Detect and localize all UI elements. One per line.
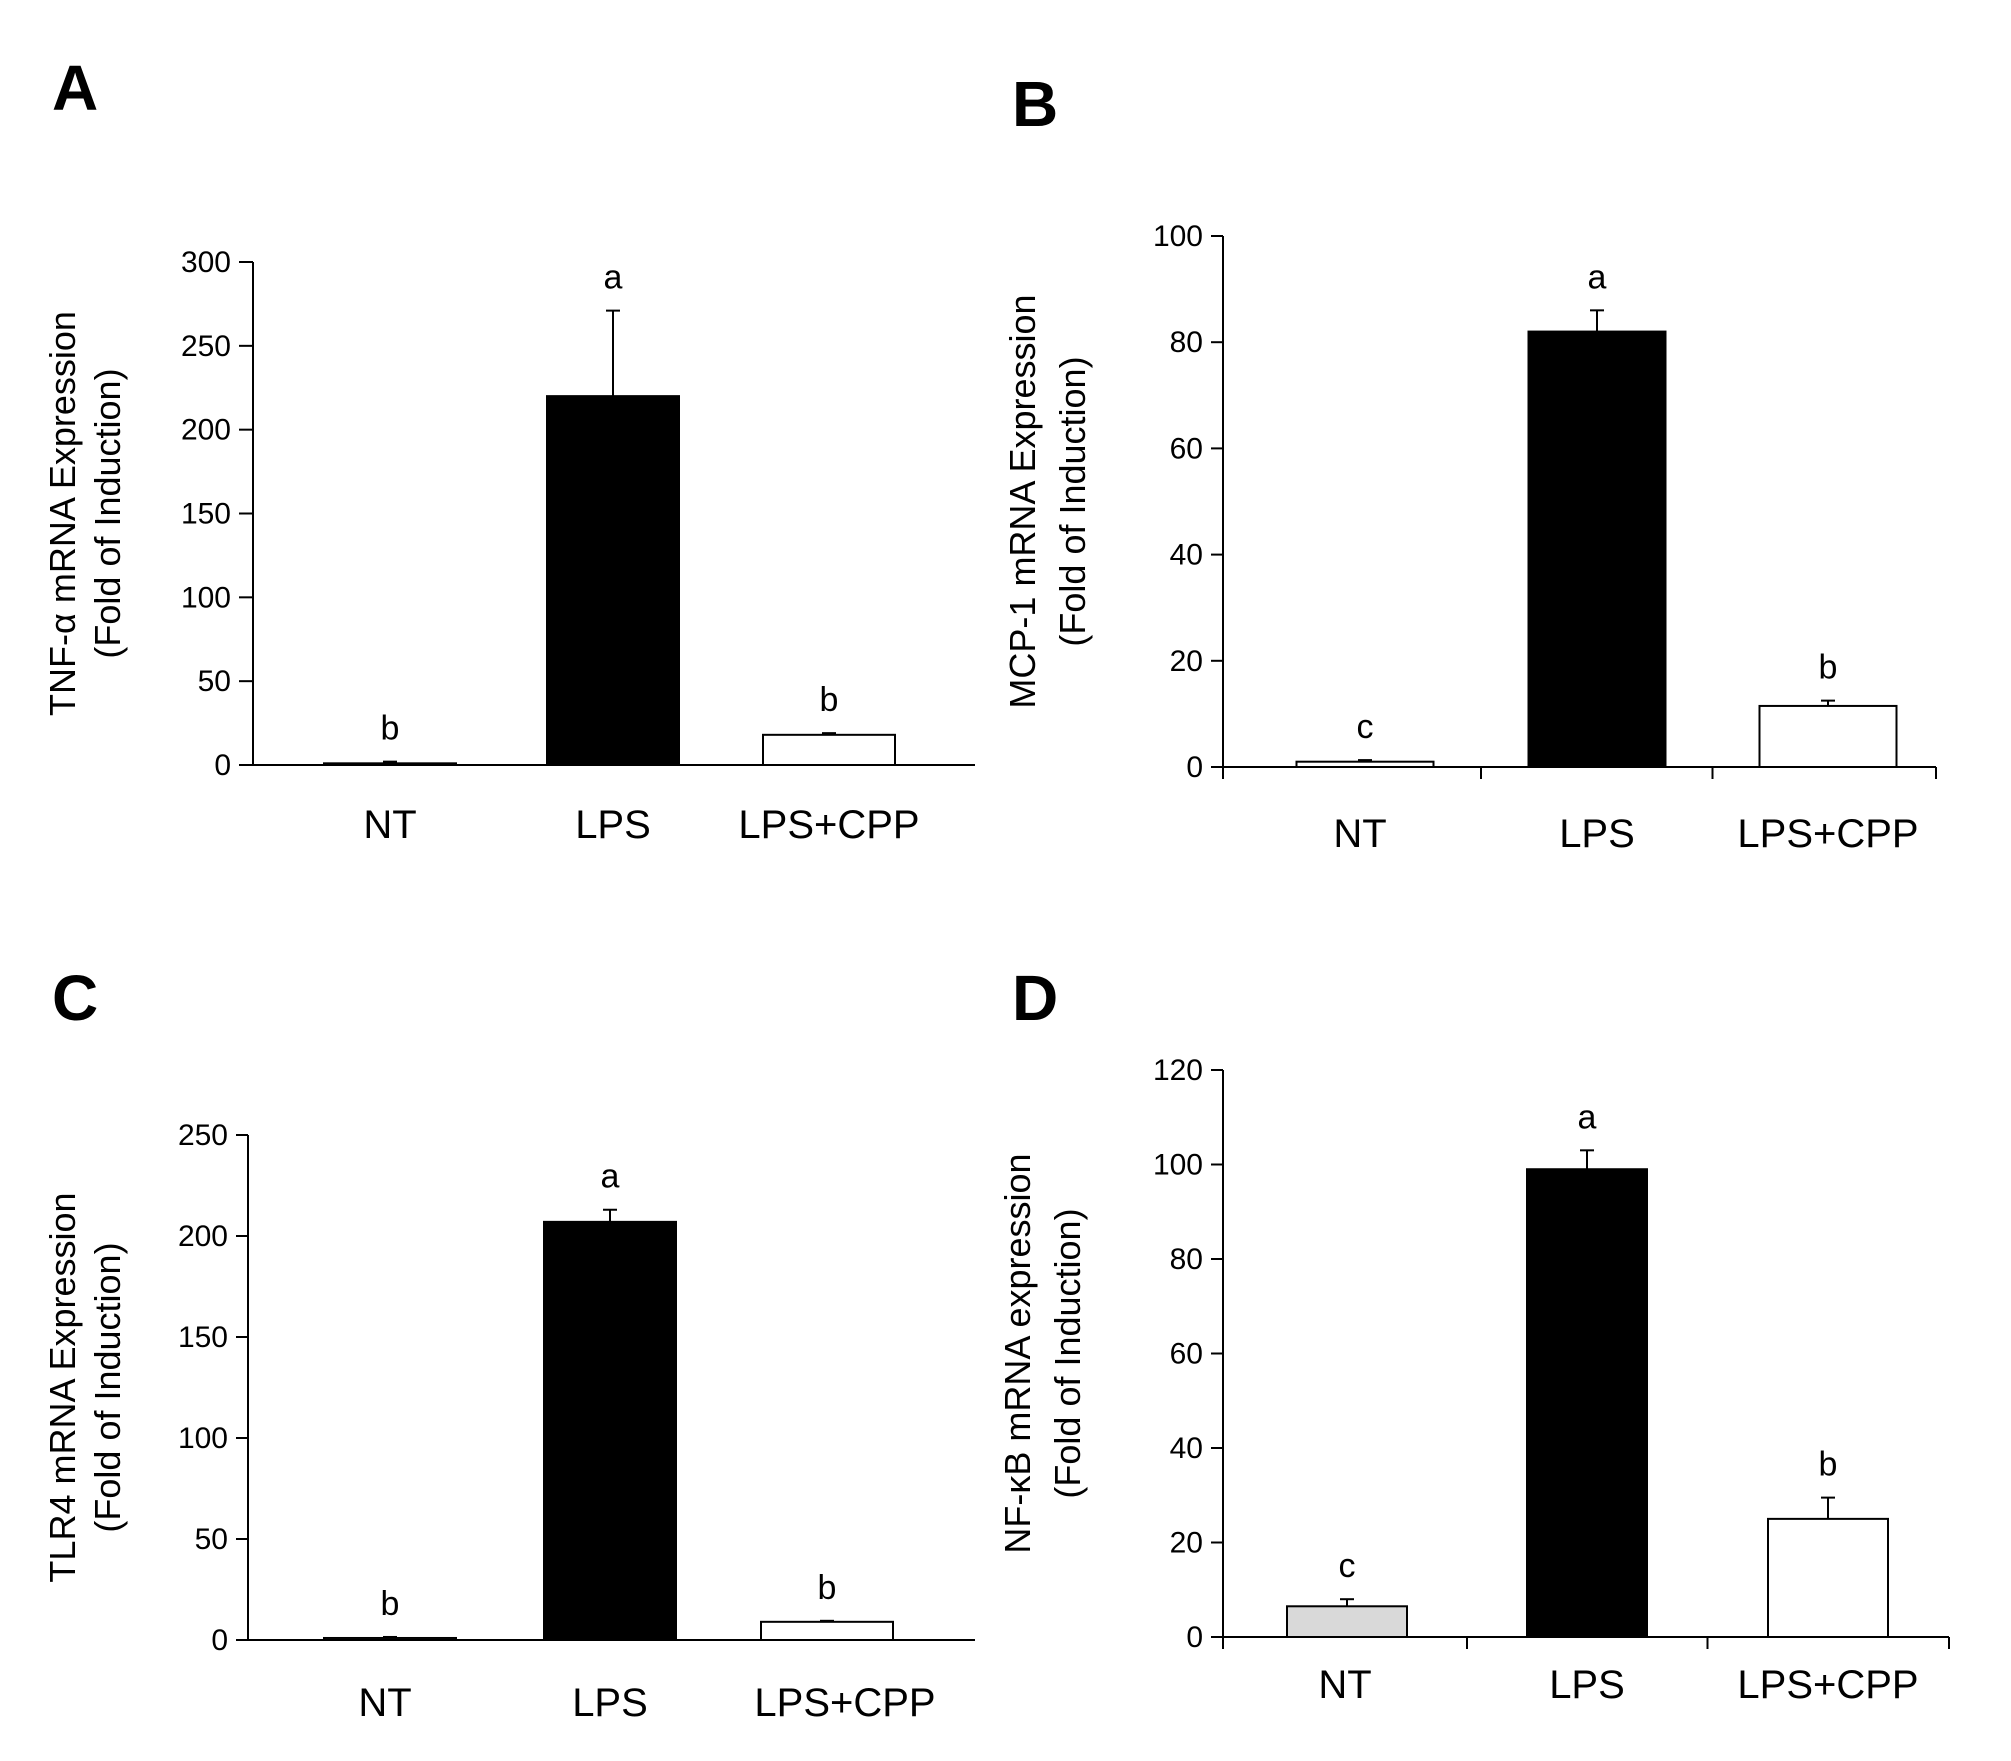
panel-d-ylabel-line-2: (Fold of Induction) xyxy=(1047,1208,1088,1498)
panel-b: B 0 20 40 60 80 100 c NT a LPS b LPS+CPP MCP-1 mRNA E… xyxy=(1002,68,1937,856)
panel-a-ytick-label: 200 xyxy=(181,414,231,447)
panel-d-category-label: LPS+CPP xyxy=(1737,1663,1918,1707)
panel-c-bar-lps xyxy=(543,1220,677,1641)
panel-a-ytick-label: 50 xyxy=(198,665,231,698)
panel-a-ylabel-line-1: TNF-α mRNA Expression xyxy=(42,311,83,716)
panel-d-ytick-label: 80 xyxy=(1170,1243,1203,1276)
panel-a-category-label: LPS+CPP xyxy=(738,803,919,847)
panel-a-category-label: LPS xyxy=(575,803,651,847)
panel-c-significance-label: a xyxy=(601,1158,620,1196)
panel-d-category-label: LPS xyxy=(1549,1663,1625,1707)
panel-a-bar-lps-plus-cpp xyxy=(762,733,896,767)
panel-b-bar-lps xyxy=(1527,330,1667,768)
panel-c-significance-label: b xyxy=(381,1585,400,1623)
panel-b-ytick-label: 80 xyxy=(1170,326,1203,359)
panel-c-ytick-label: 200 xyxy=(178,1220,228,1253)
panel-d-category-label: NT xyxy=(1318,1663,1371,1707)
panel-b-significance-label: b xyxy=(1819,649,1838,687)
panel-d-bar-nt xyxy=(1286,1605,1408,1638)
panel-b-ytick-label: 40 xyxy=(1170,539,1203,572)
panel-a-ylabel-line-2: (Fold of Induction) xyxy=(87,368,128,658)
panel-b-category-label: NT xyxy=(1333,812,1386,856)
panel-d-ylabel-line-1: NF-κB mRNA expression xyxy=(997,1153,1038,1553)
panel-a-ytick-label: 100 xyxy=(181,581,231,614)
panel-a-significance-label: b xyxy=(820,681,839,719)
panel-b-category-label: LPS+CPP xyxy=(1737,812,1918,856)
panel-c-bar-lps-plus-cpp xyxy=(760,1620,894,1641)
panel-a-significance-label: b xyxy=(381,710,400,748)
panel-d-ytick-label: 40 xyxy=(1170,1432,1203,1465)
panel-c-ytick-label: 100 xyxy=(178,1422,228,1455)
panel-c-ytick-label: 50 xyxy=(195,1523,228,1556)
panel-c-ylabel-line-1: TLR4 mRNA Expression xyxy=(42,1192,83,1582)
panel-d-significance-label: a xyxy=(1578,1098,1597,1136)
panel-a-category-label: NT xyxy=(363,803,416,847)
panel-b-ylabel-line-2: (Fold of Induction) xyxy=(1052,356,1093,646)
panel-b-bar-nt xyxy=(1295,760,1435,769)
panel-c-category-label: LPS+CPP xyxy=(754,1681,935,1725)
panel-c-category-label: NT xyxy=(358,1681,411,1725)
panel-a-bar-nt xyxy=(323,762,457,766)
panel-c-category-label: LPS xyxy=(572,1681,648,1725)
panel-c-significance-label: b xyxy=(818,1569,837,1607)
panel-c-ytick-label: 150 xyxy=(178,1321,228,1354)
panel-b-letter: B xyxy=(1012,68,1058,140)
panel-c-bar-nt xyxy=(323,1636,457,1641)
panel-d-significance-label: b xyxy=(1819,1446,1838,1484)
panel-b-bar-lps-plus-cpp xyxy=(1758,704,1898,768)
panel-d-bar-lps xyxy=(1526,1168,1648,1638)
panel-c-ylabel-line-2: (Fold of Induction) xyxy=(87,1242,128,1532)
panel-d-significance-label: c xyxy=(1339,1547,1356,1585)
panel-b-ytick-label: 60 xyxy=(1170,432,1203,465)
panel-b-ytick-label: 0 xyxy=(1186,751,1203,784)
panel-d: D 0 20 40 60 80 100 120 c NT a LPS b LPS+CPP NF-κB mRN… xyxy=(997,962,1950,1707)
panel-d-letter: D xyxy=(1012,962,1058,1034)
panel-b-significance-label: a xyxy=(1588,258,1607,296)
panel-a-ytick-label: 0 xyxy=(214,749,231,782)
panel-b-ytick-label: 20 xyxy=(1170,645,1203,678)
panel-d-ytick-label: 120 xyxy=(1153,1054,1203,1087)
panel-a-significance-label: a xyxy=(604,259,623,297)
panel-b-category-label: LPS xyxy=(1559,812,1635,856)
panel-d-ytick-label: 20 xyxy=(1170,1527,1203,1560)
panel-c: C 0 50 100 150 200 250 b NT a LPS b LPS+CPP TLR4 mRNA… xyxy=(42,962,975,1725)
panel-a-bar-lps xyxy=(546,395,680,766)
panel-a: A 0 50 100 150 200 250 300 b NT a LPS b LPS+CPP TNF-α … xyxy=(42,52,975,847)
panel-b-ytick-label: 100 xyxy=(1153,220,1203,253)
panel-b-significance-label: c xyxy=(1357,708,1374,746)
panel-d-ytick-label: 0 xyxy=(1186,1621,1203,1654)
panel-c-ytick-label: 250 xyxy=(178,1119,228,1152)
panel-b-ylabel-line-1: MCP-1 mRNA Expression xyxy=(1002,294,1043,708)
panel-d-ytick-label: 60 xyxy=(1170,1338,1203,1371)
panel-a-ytick-label: 300 xyxy=(181,246,231,279)
panel-a-ytick-label: 250 xyxy=(181,330,231,363)
panel-a-letter: A xyxy=(52,52,98,124)
panel-c-letter: C xyxy=(52,962,98,1034)
panel-c-ytick-label: 0 xyxy=(211,1624,228,1657)
panel-a-ytick-label: 150 xyxy=(181,498,231,531)
panel-d-bar-lps-plus-cpp xyxy=(1767,1517,1889,1638)
panel-d-ytick-label: 100 xyxy=(1153,1149,1203,1182)
